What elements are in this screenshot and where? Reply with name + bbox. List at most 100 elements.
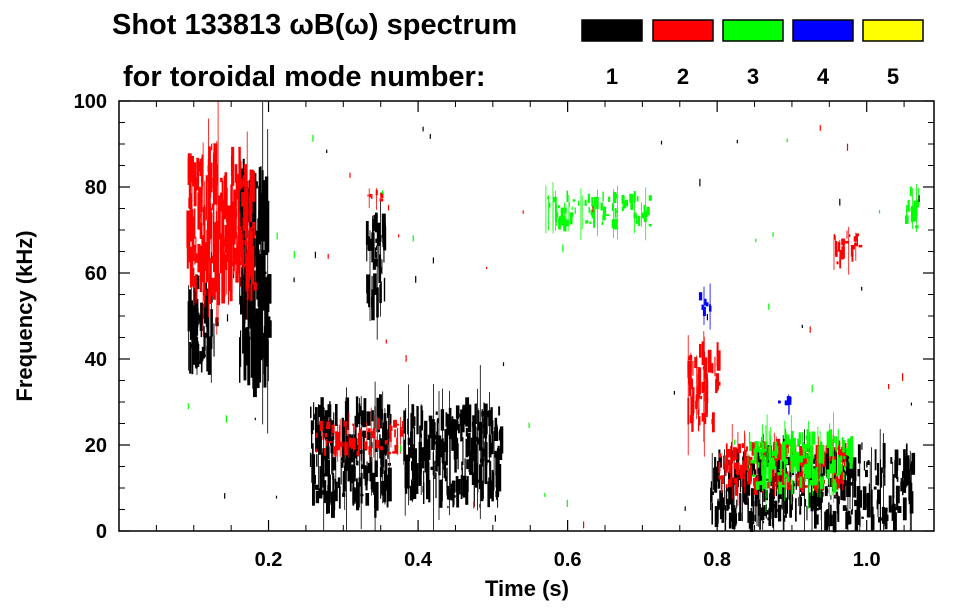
spectrum-mark bbox=[762, 521, 765, 524]
spectrum-mark bbox=[240, 239, 244, 265]
spectrum-streak bbox=[438, 391, 440, 520]
spectrum-mark bbox=[334, 446, 337, 457]
spectrum-mark bbox=[322, 490, 327, 495]
spectrum-mark bbox=[884, 508, 888, 530]
spectrum-mark bbox=[338, 441, 343, 448]
spectrum-mark bbox=[370, 431, 374, 438]
spectrum-mark bbox=[548, 202, 551, 208]
spectrum-mark bbox=[897, 506, 902, 513]
spectrum-mark bbox=[733, 447, 737, 460]
legend-label-1: 1 bbox=[606, 64, 618, 89]
spectrum-streak bbox=[724, 449, 725, 511]
spectrum-mark bbox=[242, 217, 246, 231]
spectrum-mark bbox=[208, 256, 210, 304]
speckle bbox=[502, 362, 505, 367]
spectrum-mark bbox=[205, 175, 208, 221]
spectrum-streak bbox=[617, 185, 618, 240]
spectrum-mark bbox=[902, 480, 907, 493]
spectrum-mark bbox=[763, 488, 766, 502]
spectrum-mark bbox=[854, 499, 857, 507]
spectrum-mark bbox=[204, 293, 208, 324]
spectrum-mark bbox=[847, 438, 851, 457]
spectrum-mark bbox=[892, 503, 895, 510]
spectrum-mark bbox=[268, 316, 271, 330]
spectrum-mark bbox=[380, 470, 382, 499]
spectrum-mark bbox=[815, 514, 819, 525]
spectrum-mark bbox=[264, 288, 266, 350]
spectrum-mark bbox=[785, 458, 788, 464]
spectrum-mark bbox=[407, 418, 409, 435]
spectrum-mark bbox=[366, 288, 369, 304]
spectrum-mark bbox=[361, 464, 364, 469]
spectrum-mark bbox=[186, 233, 189, 269]
spectrum-mark bbox=[379, 198, 384, 202]
spectrum-mark bbox=[806, 429, 809, 445]
spectrum-mark bbox=[811, 431, 816, 445]
spectrum-mark bbox=[483, 403, 488, 435]
spectrum-mark bbox=[763, 455, 765, 465]
spectrum-mark bbox=[245, 256, 247, 292]
spectrum-mark bbox=[327, 459, 330, 487]
spectrum-mark bbox=[357, 439, 362, 449]
spectrum-mark bbox=[798, 432, 801, 444]
series-n=2-feature-2 bbox=[367, 188, 384, 210]
spectrum-mark bbox=[366, 431, 370, 435]
spectrum-mark bbox=[747, 494, 749, 504]
spectrum-mark bbox=[412, 451, 415, 480]
spectrum-mark bbox=[196, 308, 199, 320]
speckle bbox=[385, 339, 387, 344]
speckle bbox=[918, 195, 920, 202]
spectrum-mark bbox=[841, 246, 845, 259]
spectrum-mark bbox=[737, 475, 739, 488]
spectrum-streak bbox=[766, 414, 768, 499]
spectrum-mark bbox=[867, 460, 870, 465]
spectrum-mark bbox=[353, 454, 356, 474]
spectrum-streak bbox=[768, 430, 770, 489]
spectrum-mark bbox=[703, 357, 708, 379]
spectrum-mark bbox=[698, 416, 701, 426]
spectrum-mark bbox=[842, 481, 846, 501]
spectrum-mark bbox=[890, 457, 893, 464]
spectrum-streak bbox=[203, 204, 205, 283]
spectrum-mark bbox=[192, 276, 197, 287]
spectrum-mark bbox=[254, 238, 256, 267]
legend-swatch-2 bbox=[652, 19, 714, 42]
spectrum-mark bbox=[796, 474, 799, 482]
spectrum-mark bbox=[856, 234, 858, 247]
speckle bbox=[224, 493, 226, 499]
spectrum-mark bbox=[246, 249, 249, 277]
spectrum-mark bbox=[722, 455, 725, 470]
spectrum-mark bbox=[196, 275, 200, 290]
spectrum-mark bbox=[444, 429, 449, 452]
spectrum-streak bbox=[641, 202, 642, 227]
title-line-2: for toroidal mode number: bbox=[123, 61, 486, 93]
spectrum-mark bbox=[734, 467, 737, 485]
spectrum-streak bbox=[565, 204, 567, 225]
spectrum-streak bbox=[210, 252, 212, 383]
spectrum-mark bbox=[578, 200, 580, 206]
spectrum-mark bbox=[376, 397, 380, 433]
spectrum-streak bbox=[756, 450, 758, 495]
spectrum-mark bbox=[350, 437, 355, 449]
spectrum-streak bbox=[196, 274, 198, 375]
spectrum-mark bbox=[194, 248, 196, 265]
spectrum-mark bbox=[757, 451, 762, 474]
spectrum-mark bbox=[712, 491, 714, 495]
spectrum-mark bbox=[826, 509, 830, 518]
spectrum-mark bbox=[191, 300, 194, 318]
speckle bbox=[811, 384, 813, 393]
spectrum-streak bbox=[332, 423, 334, 514]
spectrum-streak bbox=[366, 422, 368, 451]
spectrum-mark bbox=[906, 443, 908, 467]
spectrum-mark bbox=[643, 204, 646, 214]
spectrum-mark bbox=[211, 212, 213, 256]
spectrum-mark bbox=[408, 447, 411, 462]
spectrum-mark bbox=[873, 486, 877, 490]
spectrum-mark bbox=[826, 431, 830, 448]
speckle bbox=[420, 433, 422, 438]
speckle bbox=[422, 486, 424, 493]
spectrum-mark bbox=[254, 181, 258, 189]
spectrum-mark bbox=[716, 350, 721, 371]
spectrum-streak bbox=[808, 421, 809, 509]
spectrum-mark bbox=[851, 470, 853, 478]
